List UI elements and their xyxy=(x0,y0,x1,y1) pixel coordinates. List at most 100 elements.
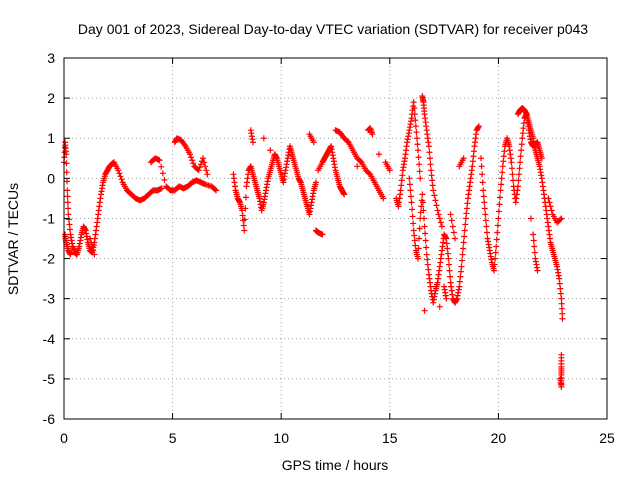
data-point xyxy=(546,199,553,206)
data-point xyxy=(556,275,563,282)
data-point xyxy=(398,177,405,184)
data-point xyxy=(493,236,500,243)
data-point xyxy=(158,185,165,192)
data-point xyxy=(260,135,267,142)
data-points xyxy=(61,93,566,390)
data-point xyxy=(240,222,247,229)
data-point xyxy=(534,267,541,274)
y-tick-label: -5 xyxy=(43,371,56,387)
data-point xyxy=(241,227,248,234)
data-point xyxy=(419,199,426,206)
data-point xyxy=(412,123,419,130)
data-point xyxy=(341,191,348,198)
data-point xyxy=(434,207,441,214)
data-point xyxy=(366,170,373,177)
data-point xyxy=(520,125,527,132)
data-point xyxy=(459,251,466,258)
data-point xyxy=(398,182,405,189)
data-point xyxy=(461,227,468,234)
data-point xyxy=(424,261,431,268)
data-point xyxy=(66,221,73,228)
data-point xyxy=(357,158,364,165)
data-point xyxy=(204,171,211,178)
plot-frame xyxy=(63,57,608,420)
data-point xyxy=(445,261,452,268)
data-point xyxy=(312,179,319,186)
data-point xyxy=(530,231,537,238)
data-point xyxy=(88,239,95,246)
data-point xyxy=(556,280,563,287)
data-point xyxy=(531,243,538,250)
data-point xyxy=(115,167,122,174)
data-point xyxy=(435,211,442,218)
data-point xyxy=(90,247,97,254)
data-point xyxy=(417,175,424,182)
data-point xyxy=(481,205,488,212)
data-point xyxy=(415,154,422,161)
data-point xyxy=(67,251,74,258)
x-tick-label: 0 xyxy=(60,430,68,446)
data-point xyxy=(451,235,458,242)
data-point xyxy=(509,171,516,178)
data-point xyxy=(415,147,422,154)
data-point xyxy=(519,130,526,137)
data-point xyxy=(200,155,207,162)
data-point xyxy=(493,243,500,250)
data-point xyxy=(156,157,163,164)
data-point xyxy=(495,208,502,215)
data-point xyxy=(462,215,469,222)
data-point xyxy=(354,163,361,170)
data-point xyxy=(420,207,427,214)
data-point xyxy=(409,213,416,220)
data-point xyxy=(375,151,382,158)
data-point xyxy=(117,173,124,180)
data-point xyxy=(426,155,433,162)
data-point xyxy=(63,178,70,185)
data-point xyxy=(469,163,476,170)
data-point xyxy=(65,205,72,212)
y-tick-label: -4 xyxy=(43,331,56,347)
data-point xyxy=(433,202,440,209)
data-point xyxy=(514,183,521,190)
data-point xyxy=(518,141,525,148)
data-point xyxy=(470,148,477,155)
x-tick-label: 25 xyxy=(599,430,615,446)
data-point xyxy=(478,163,485,170)
data-point xyxy=(429,182,436,189)
data-point xyxy=(461,233,468,240)
x-tick-label: 15 xyxy=(382,430,398,446)
data-point xyxy=(197,161,204,168)
data-point xyxy=(414,141,421,148)
data-point xyxy=(458,263,465,270)
data-point xyxy=(517,159,524,166)
data-point xyxy=(63,169,70,176)
data-point xyxy=(399,172,406,179)
y-tick-label: -2 xyxy=(43,251,56,267)
tick-labels: 0 5 10 15 20 25 -6 -5 -4 -3 -2 -1 0 1 2 3 xyxy=(43,50,615,446)
data-point xyxy=(558,305,565,312)
data-point xyxy=(479,171,486,178)
data-point xyxy=(515,177,522,184)
data-point xyxy=(310,139,317,146)
data-point xyxy=(438,223,445,230)
data-point xyxy=(500,153,507,160)
data-point xyxy=(547,203,554,210)
data-point xyxy=(445,255,452,262)
data-point xyxy=(530,237,537,244)
data-point xyxy=(413,135,420,142)
data-point xyxy=(66,226,73,233)
data-point xyxy=(480,187,487,194)
data-point xyxy=(425,266,432,273)
data-point xyxy=(64,199,71,206)
data-point xyxy=(437,219,444,226)
data-point xyxy=(407,193,414,200)
data-point xyxy=(267,147,274,154)
data-point xyxy=(201,159,208,166)
data-point xyxy=(499,169,506,176)
data-point xyxy=(527,215,534,222)
data-point xyxy=(159,170,166,177)
data-point xyxy=(469,158,476,165)
data-point xyxy=(520,120,527,127)
data-point xyxy=(410,227,417,234)
y-tick-label: -1 xyxy=(43,210,56,226)
